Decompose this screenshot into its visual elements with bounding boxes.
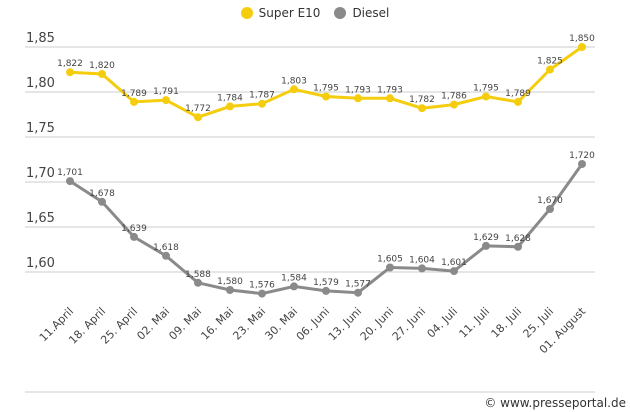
data-label: 1,789 — [121, 89, 147, 99]
data-label: 1,825 — [537, 57, 563, 67]
legend: Super E10 Diesel — [0, 6, 630, 20]
x-tick-label: 13. Juni — [326, 305, 364, 343]
data-point — [386, 94, 394, 103]
data-point — [226, 286, 234, 294]
data-label: 1,795 — [313, 84, 339, 94]
data-point — [482, 92, 490, 101]
watermark: © www.presseportal.de — [484, 396, 626, 410]
data-point — [482, 241, 490, 250]
data-label: 1,795 — [473, 84, 499, 94]
data-point — [226, 102, 234, 111]
data-label: 1,789 — [505, 89, 531, 99]
data-point — [290, 282, 298, 291]
x-tick-label: 30. Mai — [262, 305, 300, 343]
data-point — [354, 288, 362, 297]
series-line-super-e10 — [69, 45, 583, 119]
data-point — [98, 197, 106, 206]
data-point — [98, 70, 106, 78]
data-point — [130, 232, 138, 241]
data-label: 1,628 — [505, 234, 531, 244]
y-tick-label: 1,80 — [26, 76, 55, 91]
data-label: 1,639 — [121, 224, 147, 234]
data-label: 1,605 — [377, 255, 403, 265]
legend-item-super-e10: Super E10 — [240, 6, 321, 20]
x-tick-label: 18. Juli — [489, 305, 525, 341]
data-point — [66, 177, 74, 186]
data-label: 1,629 — [473, 233, 499, 243]
x-tick-label: 23. Mai — [230, 305, 268, 343]
data-point — [66, 68, 74, 77]
data-label: 1,604 — [409, 255, 435, 265]
x-tick-label: 04. Juli — [425, 305, 461, 341]
data-label: 1,670 — [537, 196, 563, 206]
x-tick-label: 09. Mai — [166, 305, 204, 343]
data-point — [514, 242, 522, 251]
data-label: 1,701 — [57, 168, 83, 178]
data-label: 1,720 — [569, 151, 595, 161]
data-label: 1,787 — [249, 91, 275, 101]
legend-label: Diesel — [352, 6, 390, 20]
data-label: 1,584 — [281, 273, 307, 283]
legend-swatch — [334, 7, 347, 19]
legend-swatch — [240, 7, 253, 19]
data-label: 1,782 — [409, 95, 435, 105]
x-tick-label: 27. Juni — [390, 305, 428, 343]
x-tick-label: 06. Juni — [294, 305, 332, 343]
data-label: 1,793 — [345, 85, 371, 95]
data-point — [322, 286, 330, 295]
data-point — [322, 92, 330, 101]
data-point — [258, 99, 266, 108]
y-tick-label: 1,65 — [26, 211, 55, 226]
data-point — [162, 96, 170, 105]
data-label: 1,822 — [57, 59, 83, 69]
x-tick-label: 20. Juni — [358, 305, 396, 343]
data-point — [354, 94, 362, 103]
data-point — [194, 113, 202, 122]
data-point — [418, 264, 426, 273]
data-label: 1,618 — [153, 243, 179, 253]
data-label: 1,678 — [89, 189, 115, 199]
data-label: 1,588 — [185, 270, 211, 280]
data-point — [386, 263, 394, 272]
data-point — [578, 43, 586, 51]
data-label: 1,793 — [377, 85, 403, 95]
y-tick-label: 1,85 — [26, 31, 55, 46]
y-tick-label: 1,70 — [26, 166, 55, 181]
data-point — [450, 267, 458, 276]
data-point — [514, 97, 522, 106]
data-label: 1,577 — [345, 280, 371, 290]
x-tick-label: 16. Mai — [198, 305, 236, 343]
data-point — [290, 85, 298, 94]
data-point — [578, 160, 586, 168]
data-label: 1,601 — [441, 258, 467, 268]
data-point — [258, 289, 266, 298]
data-label: 1,576 — [249, 281, 275, 291]
data-point — [418, 104, 426, 113]
data-label: 1,580 — [217, 277, 243, 287]
legend-item-diesel: Diesel — [334, 6, 389, 20]
data-point — [194, 278, 202, 287]
data-point — [450, 100, 458, 109]
x-tick-label: 02. Mai — [134, 305, 172, 343]
y-tick-label: 1,60 — [26, 256, 55, 271]
data-label: 1,579 — [313, 278, 339, 288]
data-point — [546, 65, 554, 74]
data-label: 1,772 — [185, 104, 211, 114]
y-tick-label: 1,75 — [26, 121, 55, 136]
data-label: 1,784 — [217, 93, 243, 103]
data-point — [162, 251, 170, 260]
data-point — [130, 97, 138, 106]
data-point — [546, 205, 554, 213]
data-label: 1,803 — [281, 76, 307, 86]
data-label: 1,820 — [89, 61, 115, 71]
data-label: 1,786 — [441, 92, 467, 102]
x-tick-label: 11. Juli — [457, 305, 493, 341]
data-label: 1,850 — [569, 34, 595, 44]
data-label: 1,791 — [153, 87, 179, 97]
legend-label: Super E10 — [258, 6, 321, 20]
